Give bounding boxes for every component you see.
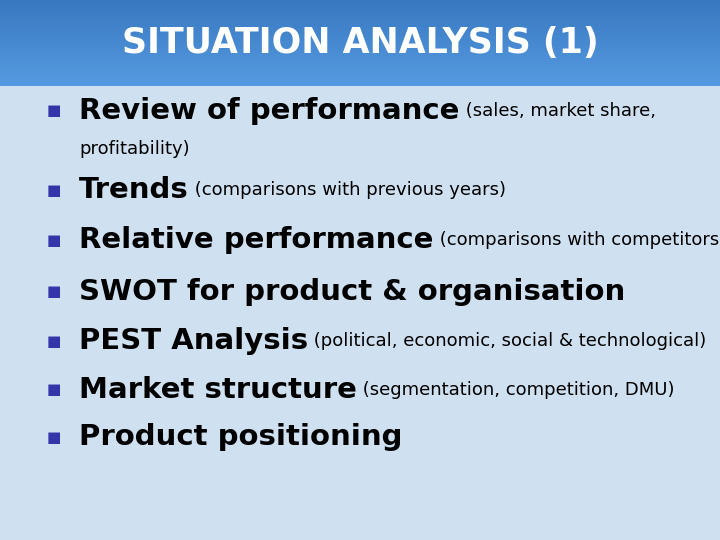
Bar [0,14,720,16]
Bar [0,53,720,55]
Text: ■: ■ [47,103,61,118]
Text: Relative performance: Relative performance [79,226,433,254]
Bar [0,57,720,59]
Bar [0,0,720,2]
Bar [0,31,720,33]
Bar [0,85,720,86]
Bar [0,50,720,52]
Bar [0,55,720,57]
Bar [0,3,720,5]
Bar [0,69,720,71]
Text: PEST Analysis: PEST Analysis [79,327,308,355]
Bar [0,29,720,31]
Bar [0,59,720,60]
Bar [0,23,720,24]
Text: SWOT for product & organisation: SWOT for product & organisation [79,278,626,306]
Text: ■: ■ [47,430,61,445]
Bar [0,7,720,9]
Bar [0,45,720,46]
Bar [0,42,720,43]
Bar [0,38,720,40]
Bar [0,9,720,10]
Bar [0,24,720,26]
Bar [0,10,720,12]
Bar [0,40,720,42]
Text: ■: ■ [47,233,61,248]
Bar [0,60,720,62]
Bar [0,16,720,17]
Text: Product positioning: Product positioning [79,423,402,451]
Bar [0,75,720,76]
Bar [0,79,720,81]
Bar [0,62,720,64]
Bar [0,28,720,29]
Bar [0,33,720,35]
Bar [0,78,720,79]
Text: ■: ■ [47,334,61,349]
Bar [0,12,720,14]
Text: (comparisons with previous years): (comparisons with previous years) [189,181,506,199]
Bar [0,83,720,85]
Text: (segmentation, competition, DMU): (segmentation, competition, DMU) [357,381,675,399]
Text: (comparisons with competitors): (comparisons with competitors) [433,231,720,249]
Text: profitability): profitability) [79,139,190,158]
Bar [0,66,720,68]
Text: ■: ■ [47,382,61,397]
Text: (sales, market share,: (sales, market share, [459,102,656,120]
Text: ■: ■ [47,284,61,299]
Bar [0,49,720,50]
Bar [0,46,720,49]
Text: SITUATION ANALYSIS (1): SITUATION ANALYSIS (1) [122,26,598,60]
Text: Trends: Trends [79,176,189,204]
Bar [0,71,720,72]
Bar [0,21,720,23]
Bar [0,2,720,3]
Text: Market structure: Market structure [79,376,357,404]
Bar [0,52,720,53]
Text: ■: ■ [47,183,61,198]
Bar [0,26,720,28]
Bar [0,72,720,75]
Bar [0,17,720,19]
Bar [0,76,720,78]
Bar [0,5,720,7]
Bar [0,86,720,540]
Bar [0,64,720,66]
Text: Review of performance: Review of performance [79,97,459,125]
Text: (political, economic, social & technological): (political, economic, social & technolog… [308,332,706,350]
Bar [0,68,720,69]
Bar [0,35,720,36]
Bar [0,36,720,38]
Bar [0,19,720,21]
Bar [0,81,720,83]
Bar [0,43,720,45]
